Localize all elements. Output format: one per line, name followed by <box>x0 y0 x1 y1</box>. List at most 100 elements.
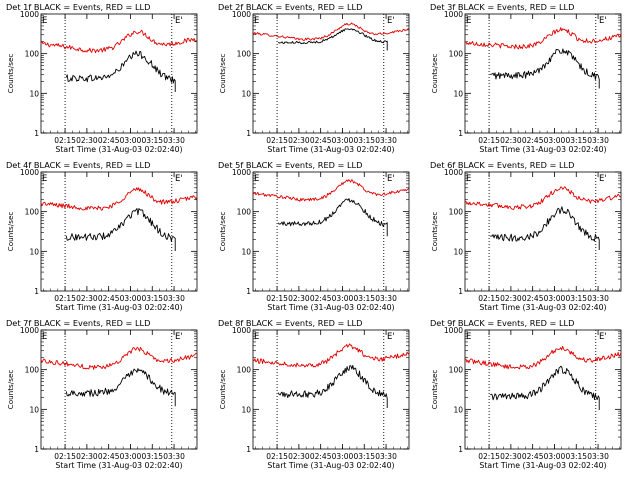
x-tick-label: 02:15 <box>266 452 288 461</box>
plot-frame <box>40 171 198 292</box>
panel-title: Det 1f BLACK = Events, RED = LLD <box>6 2 150 12</box>
y-tick-label: 100 <box>25 366 40 375</box>
x-tick-label: 02:15 <box>266 294 288 303</box>
lld-series-line <box>40 29 198 54</box>
y-tick-label: 1000 <box>232 168 251 177</box>
panel-title: Det 5f BLACK = Events, RED = LLD <box>218 160 362 170</box>
x-tick-label: 03:30 <box>587 136 609 145</box>
x-tick-label: 02:45 <box>522 294 544 303</box>
x-axis-label: Start Time (31-Aug-03 02:02:40) <box>479 461 606 470</box>
y-tick-label: 100 <box>449 50 464 59</box>
plot-frame <box>252 171 410 292</box>
x-tick-label: 02:30 <box>288 452 310 461</box>
y-tick-label: 1 <box>34 287 39 296</box>
x-tick-label: 02:45 <box>310 136 332 145</box>
x-tick-label: 03:15 <box>353 136 375 145</box>
x-tick-label: 02:15 <box>478 294 500 303</box>
x-tick-label: 02:45 <box>98 136 120 145</box>
x-tick-label: 02:45 <box>98 294 120 303</box>
y-tick-label: 1 <box>246 129 251 138</box>
y-axis-label: Counts/sec <box>430 212 439 252</box>
lld-series-line <box>252 22 410 41</box>
panel-det-8: Det 8f BLACK = Events, RED = LLD 1 10 100 10… <box>218 318 410 470</box>
x-tick-label: 03:00 <box>120 294 142 303</box>
lld-series-line <box>464 345 622 370</box>
x-tick-label: 03:00 <box>120 452 142 461</box>
x-tick-label: 03:15 <box>353 294 375 303</box>
lld-series-line <box>464 27 622 50</box>
marker-label-e: E <box>466 332 471 342</box>
x-tick-label: 02:15 <box>478 136 500 145</box>
y-tick-label: 1 <box>458 445 463 454</box>
y-tick-label: 1000 <box>444 168 463 177</box>
x-tick-label: 02:45 <box>310 452 332 461</box>
panel-title: Det 6f BLACK = Events, RED = LLD <box>430 160 574 170</box>
y-tick-label: 100 <box>449 366 464 375</box>
panel-det-4: Det 4f BLACK = Events, RED = LLD 1 10 100 10… <box>6 160 198 312</box>
y-tick-label: 1 <box>458 287 463 296</box>
x-tick-label: 02:30 <box>500 294 522 303</box>
x-tick-label: 03:00 <box>544 136 566 145</box>
x-axis-label: Start Time (31-Aug-03 02:02:40) <box>55 303 182 312</box>
marker-label-e-prime: E' <box>599 174 607 184</box>
events-series-line <box>277 28 388 51</box>
x-tick-label: 03:00 <box>544 452 566 461</box>
x-axis-label: Start Time (31-Aug-03 02:02:40) <box>55 145 182 154</box>
x-tick-label: 03:00 <box>332 452 354 461</box>
panel-title: Det 9f BLACK = Events, RED = LLD <box>430 318 574 328</box>
x-tick-label: 02:30 <box>76 136 98 145</box>
x-tick-label: 03:15 <box>353 452 375 461</box>
marker-label-e-prime: E' <box>599 332 607 342</box>
marker-label-e: E <box>42 174 47 184</box>
x-tick-label: 02:45 <box>522 452 544 461</box>
x-tick-label: 02:30 <box>76 452 98 461</box>
marker-label-e: E <box>42 332 47 342</box>
events-series-line <box>65 208 176 251</box>
marker-label-e: E <box>466 174 471 184</box>
x-tick-label: 03:15 <box>565 452 587 461</box>
plot-frame <box>40 13 198 134</box>
panel-title: Det 4f BLACK = Events, RED = LLD <box>6 160 150 170</box>
panel-det-7: Det 7f BLACK = Events, RED = LLD 1 10 100 10… <box>6 318 198 470</box>
marker-label-e-prime: E' <box>175 332 183 342</box>
y-tick-label: 1000 <box>20 326 39 335</box>
y-axis-label: Counts/sec <box>6 54 15 94</box>
marker-label-e-prime: E' <box>387 174 395 184</box>
x-tick-label: 02:15 <box>266 136 288 145</box>
x-tick-label: 02:45 <box>522 136 544 145</box>
y-axis-label: Counts/sec <box>218 370 227 410</box>
x-tick-label: 03:15 <box>141 294 163 303</box>
x-tick-label: 02:30 <box>500 452 522 461</box>
y-tick-label: 1000 <box>444 10 463 19</box>
y-axis-label: Counts/sec <box>218 212 227 252</box>
y-tick-label: 1 <box>34 445 39 454</box>
y-tick-label: 1 <box>458 129 463 138</box>
y-tick-label: 1 <box>246 287 251 296</box>
panel-title: Det 2f BLACK = Events, RED = LLD <box>218 2 362 12</box>
x-tick-label: 03:00 <box>332 294 354 303</box>
events-series-line <box>277 364 388 409</box>
y-axis-label: Counts/sec <box>218 54 227 94</box>
y-tick-label: 1000 <box>20 10 39 19</box>
plot-frame <box>252 329 410 450</box>
marker-label-e: E <box>254 174 259 184</box>
y-tick-label: 10 <box>453 247 463 256</box>
x-tick-label: 02:30 <box>288 294 310 303</box>
events-series-line <box>489 365 600 411</box>
lld-series-line <box>252 343 410 368</box>
panel-det-6: Det 6f BLACK = Events, RED = LLD 1 10 100 10… <box>430 160 622 312</box>
x-axis-label: Start Time (31-Aug-03 02:02:40) <box>479 303 606 312</box>
events-series-line <box>65 50 176 93</box>
x-tick-label: 02:15 <box>54 452 76 461</box>
y-axis-label: Counts/sec <box>430 54 439 94</box>
y-tick-label: 1000 <box>20 168 39 177</box>
y-tick-label: 1 <box>246 445 251 454</box>
panel-det-3: Det 3f BLACK = Events, RED = LLD 1 10 100 10… <box>430 2 622 154</box>
y-tick-label: 100 <box>237 208 252 217</box>
x-tick-label: 02:30 <box>500 136 522 145</box>
x-tick-label: 02:45 <box>98 452 120 461</box>
x-tick-label: 03:30 <box>163 136 185 145</box>
x-tick-label: 03:30 <box>375 452 397 461</box>
y-tick-label: 1 <box>34 129 39 138</box>
